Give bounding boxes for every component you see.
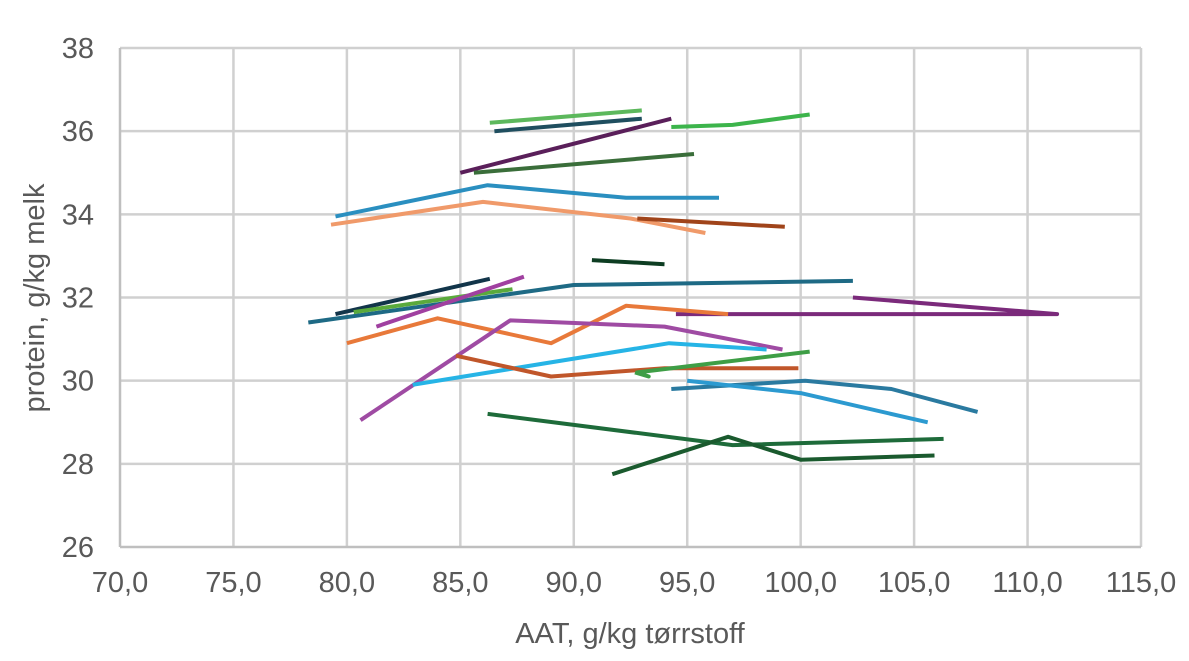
series-line	[335, 183, 719, 219]
series-line	[686, 378, 929, 425]
grid	[120, 46, 1143, 547]
series-line	[335, 276, 491, 317]
series-line	[412, 341, 767, 387]
series-line	[308, 278, 853, 325]
y-tick-label: 36	[62, 116, 94, 148]
series-lines	[308, 108, 1060, 477]
series-line	[611, 434, 935, 477]
x-tick-label: 85,0	[432, 567, 488, 599]
series-line	[591, 258, 665, 267]
y-tick-labels: 26 28 30 32 34 36 38	[62, 33, 94, 564]
series-line	[671, 112, 810, 129]
y-axis-title: protein, g/kg melk	[19, 183, 51, 412]
x-tick-label: 115,0	[1106, 567, 1176, 599]
x-tick-label: 90,0	[546, 567, 602, 599]
series-line	[634, 349, 810, 379]
series-line	[459, 116, 672, 175]
series-line	[489, 108, 642, 125]
x-tick-label: 95,0	[659, 567, 715, 599]
series-line	[675, 295, 1060, 317]
y-tick-label: 38	[62, 33, 94, 65]
y-tick-label: 30	[62, 366, 94, 398]
series-line	[637, 216, 785, 229]
axes	[118, 48, 1141, 549]
x-tick-label: 100,0	[764, 567, 837, 599]
x-axis-title: AAT, g/kg tørrstoff	[515, 618, 745, 650]
series-line	[375, 274, 525, 329]
y-tick-label: 28	[62, 449, 94, 481]
series-line	[473, 152, 695, 175]
x-tick-label: 105,0	[878, 567, 951, 599]
series-line	[353, 287, 513, 315]
x-tick-label: 80,0	[319, 567, 375, 599]
y-tick-label: 26	[62, 532, 94, 564]
series-line	[330, 199, 706, 235]
series-line	[359, 318, 783, 422]
x-tick-label: 70,0	[92, 567, 148, 599]
y-tick-label: 34	[62, 199, 94, 231]
series-line	[494, 116, 642, 134]
x-tick-labels: 70,0 75,0 80,0 85,0 90,0 95,0 100,0 105,0 110,0 1…	[92, 567, 1176, 599]
series-line	[487, 411, 944, 448]
y-tick-label: 32	[62, 283, 94, 315]
x-tick-label: 75,0	[205, 567, 261, 599]
series-line	[455, 353, 799, 379]
series-line	[346, 303, 729, 346]
x-tick-label: 110,0	[992, 567, 1062, 599]
